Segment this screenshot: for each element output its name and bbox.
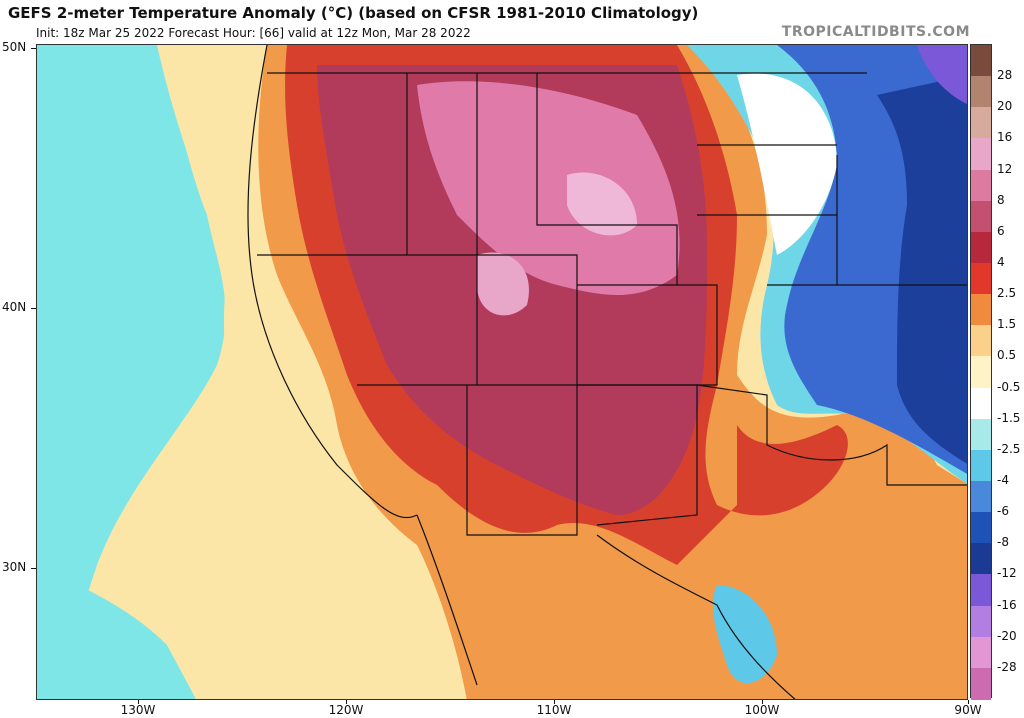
colorbar-label: -28 [997, 659, 1017, 674]
lat-tick-40 [31, 308, 36, 309]
lat-label-30n: 30N [2, 560, 27, 574]
temperature-anomaly-map [36, 44, 968, 700]
map-subtitle: Init: 18z Mar 25 2022 Forecast Hour: [66… [36, 26, 471, 40]
pink-core-west [477, 252, 529, 316]
colorbar-label: 20 [997, 99, 1013, 114]
colorbar-label: -8 [997, 535, 1009, 550]
lat-tick-50 [31, 48, 36, 49]
colorbar-label: 4 [997, 255, 1005, 269]
gulf-cool-spot [712, 585, 777, 684]
lon-tick-90 [968, 700, 969, 704]
colorbar-label: 12 [997, 161, 1013, 176]
colorbar-swatch [971, 45, 991, 78]
west-coastline [247, 45, 418, 519]
colorbar-swatch [971, 574, 991, 607]
pink-core-peak [567, 172, 637, 236]
colorbar-label: 2.5 [997, 286, 1017, 301]
colorbar-label: -2.5 [997, 441, 1021, 456]
colorbar-swatch [971, 605, 991, 638]
state-lines-southwest [466, 384, 698, 536]
us-mexico-border [596, 534, 796, 699]
extreme-cold-corner [917, 45, 967, 104]
colorbar-swatch [971, 294, 991, 327]
lat-tick-30 [31, 568, 36, 569]
political-boundaries [247, 45, 967, 699]
colorbar-label: 28 [997, 68, 1013, 83]
pink-core-north [417, 81, 680, 295]
colorbar-swatch [971, 263, 991, 296]
lat-label-40n: 40N [2, 300, 27, 314]
colorbar-label: -20 [997, 628, 1017, 643]
colorbar-swatch [971, 138, 991, 171]
lon-label-110w: 110W [536, 703, 572, 717]
colorbar [970, 44, 992, 700]
lon-label-120w: 120W [328, 703, 364, 717]
colorbar-swatch [971, 481, 991, 514]
lon-tick-130 [138, 700, 139, 704]
colorbar-label: -16 [997, 597, 1017, 612]
colorbar-label: -12 [997, 566, 1017, 581]
colorbar-swatch [971, 543, 991, 576]
very-cold-region [877, 75, 967, 464]
state-lines-plains [697, 144, 967, 286]
colorbar-label: 1.5 [997, 317, 1017, 332]
colorbar-swatch [971, 325, 991, 358]
lon-label-100w: 100W [744, 703, 780, 717]
colorbar-swatch [971, 667, 991, 700]
lon-label-90w: 90W [954, 703, 982, 717]
colorbar-label: 0.5 [997, 348, 1017, 363]
colorbar-label: -1.5 [997, 410, 1021, 425]
pacific-cool-area [37, 45, 226, 699]
lon-tick-110 [554, 700, 555, 704]
lat-label-50n: 50N [2, 40, 27, 54]
pacific-cool-south [37, 565, 197, 699]
colorbar-label: 6 [997, 223, 1005, 238]
colorbar-swatch [971, 231, 991, 264]
colorbar-label: -4 [997, 473, 1009, 487]
colorbar-label: 16 [997, 130, 1013, 145]
anomaly-field [37, 45, 967, 699]
colorbar-swatch [971, 636, 991, 669]
lon-tick-120 [346, 700, 347, 704]
brand-watermark: TROPICALTIDBITS.COM [781, 24, 970, 40]
colorbar-swatch [971, 169, 991, 202]
colorbar-swatch [971, 76, 991, 109]
colorbar-swatch [971, 356, 991, 389]
colorbar-label: -0.5 [997, 379, 1021, 394]
state-lines-west [257, 254, 478, 386]
state-lines-north [406, 73, 678, 285]
state-lines-south [696, 384, 967, 486]
neutral-east-strip [737, 73, 837, 255]
colorbar-swatch [971, 449, 991, 482]
colorbar-swatch [971, 418, 991, 451]
lon-tick-100 [762, 700, 763, 704]
baja-coast [416, 514, 478, 686]
colorbar-label: 8 [997, 192, 1005, 207]
map-title: GEFS 2-meter Temperature Anomaly (°C) (b… [8, 4, 699, 22]
colorbar-swatch [971, 512, 991, 545]
colorbar-label: -6 [997, 504, 1009, 519]
colorbar-swatch [971, 200, 991, 233]
colorbar-swatch [971, 107, 991, 140]
colorbar-swatch [971, 387, 991, 420]
lon-label-130w: 130W [120, 703, 156, 717]
neutral-coastal-band [157, 45, 277, 699]
